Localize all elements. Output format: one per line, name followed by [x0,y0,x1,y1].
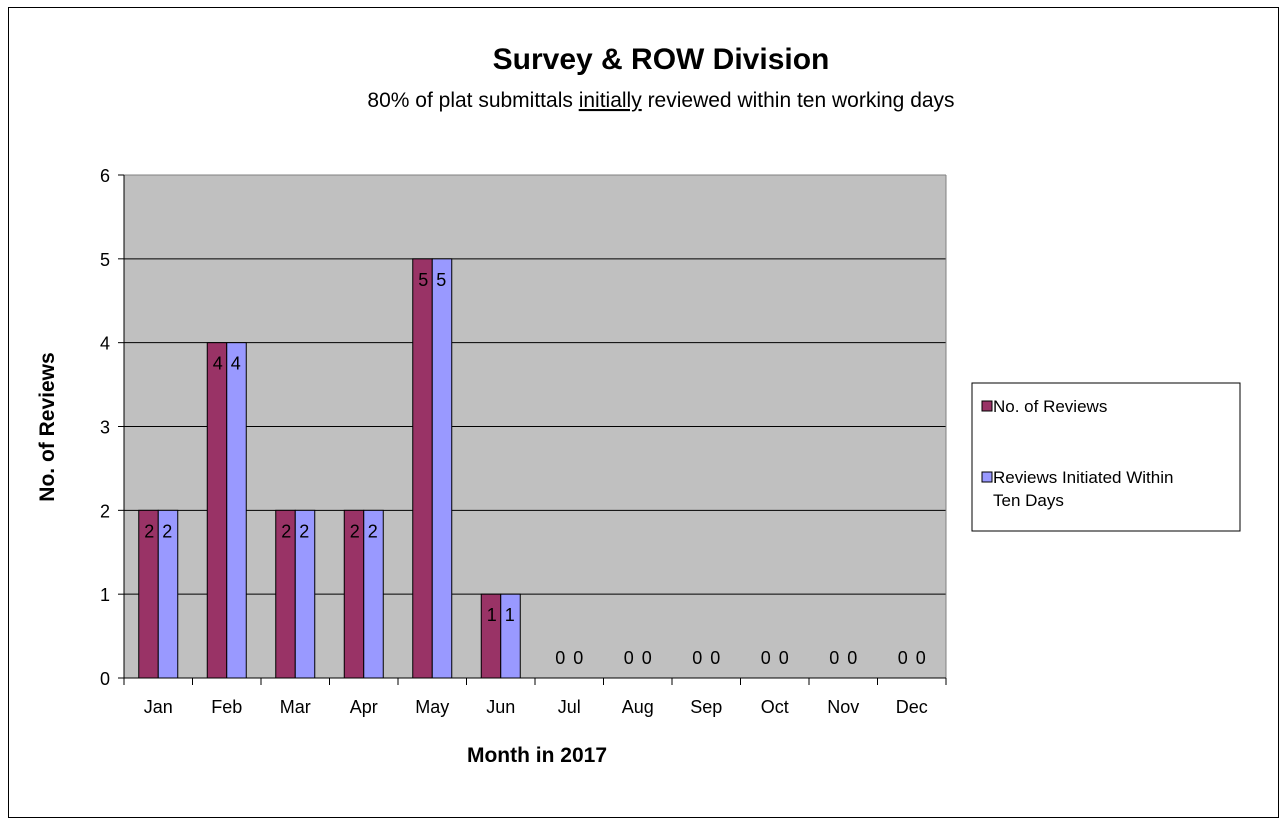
x-tick-label: Mar [280,697,311,717]
legend-label-line-1: Reviews Initiated Within [993,468,1173,487]
legend-box [971,382,1241,532]
x-axis-label: Month in 2017 [467,744,607,767]
data-label: 4 [231,354,241,374]
x-tick-label: Apr [350,697,378,717]
data-label: 0 [555,648,565,668]
data-label: 0 [761,648,771,668]
data-label: 2 [350,521,360,541]
data-label: 0 [642,648,652,668]
data-label: 2 [368,521,378,541]
data-label: 0 [916,648,926,668]
legend-swatch-reviews-initiated [981,471,993,483]
chart-title: Survey & ROW Division [493,43,830,76]
data-label: 2 [144,521,154,541]
legend-label-reviews-initiated: Reviews Initiated Within Ten Days [993,468,1173,510]
data-label: 2 [162,521,172,541]
data-label: 0 [624,648,634,668]
y-tick-label: 1 [100,585,110,605]
y-tick-label: 6 [100,166,110,186]
data-label: 0 [573,648,583,668]
y-axis-label: No. of Reviews [36,352,59,501]
x-tick-label: Jun [486,697,515,717]
legend-label-no-of-reviews: No. of Reviews [993,397,1107,416]
bar [412,258,433,679]
bars: 2 24 42 2 2 25 51 10 0 0 0 0 0 0 0 0 0 0 0 [138,258,926,679]
y-tick-label: 3 [100,418,110,438]
data-label: 1 [505,605,515,625]
x-tick-label: Jul [558,697,581,717]
data-label: 0 [829,648,839,668]
data-label: 2 [281,521,291,541]
y-tick-label: 0 [100,669,110,689]
axes: 0 1 2 3 4 5 6 Jan Feb Mar Apr May Jun Jul Aug Sep Oct Nov… [100,166,947,717]
data-label: 5 [436,270,446,290]
data-label: 1 [487,605,497,625]
legend-label-line-2: Ten Days [993,491,1064,510]
subtitle-part-2-underlined: initially [579,89,643,112]
x-tick-label: Jan [144,697,173,717]
x-tick-label: Dec [896,697,928,717]
data-label: 0 [898,648,908,668]
x-tick-label: Sep [690,697,722,717]
legend-swatch-no-of-reviews [981,400,993,412]
data-label: 4 [213,354,223,374]
subtitle-part-1: 80% of plat submittals [367,89,578,112]
data-label: 0 [847,648,857,668]
chart-subtitle: 80% of plat submittals initially reviewe… [367,89,954,112]
subtitle-part-3: reviewed within ten working days [642,89,955,112]
data-label: 0 [692,648,702,668]
data-label: 0 [710,648,720,668]
x-tick-label: Nov [827,697,859,717]
data-label: 2 [299,521,309,541]
bar [226,342,247,679]
bar [206,342,228,679]
data-label: 5 [418,270,428,290]
x-tick-label: Aug [622,697,654,717]
data-label: 0 [779,648,789,668]
x-tick-label: Feb [211,697,242,717]
y-tick-label: 5 [100,250,110,270]
y-tick-label: 4 [100,334,110,354]
gridlines [124,174,947,678]
bar [431,258,453,679]
x-tick-label: Oct [761,697,789,717]
legend: No. of Reviews Reviews Initiated Within T… [971,382,1241,532]
y-tick-label: 2 [100,501,110,521]
x-tick-label: May [415,697,449,717]
